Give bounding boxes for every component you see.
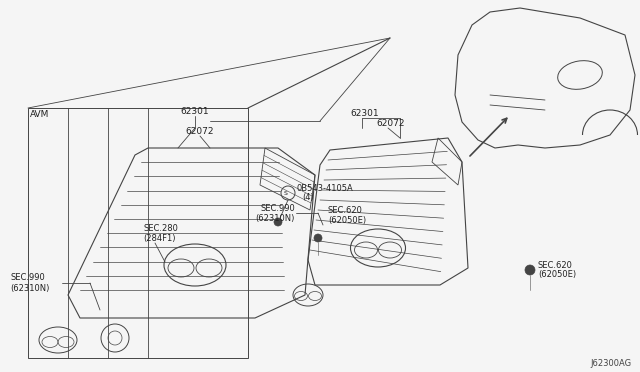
Circle shape [314,234,322,242]
Text: (62050E): (62050E) [538,270,576,279]
Text: (62050E): (62050E) [328,215,366,224]
Text: J62300AG: J62300AG [591,359,632,368]
Text: SEC.990: SEC.990 [10,273,45,282]
Text: 62301: 62301 [350,109,379,118]
Text: S: S [284,190,288,196]
Text: (62310N): (62310N) [255,214,295,222]
Text: SEC.990: SEC.990 [260,203,295,212]
Bar [28,108,248,358]
Text: SEC.620: SEC.620 [328,205,363,215]
Text: SEC.280: SEC.280 [143,224,178,232]
Text: 62072: 62072 [186,127,214,136]
Text: AVM: AVM [30,110,49,119]
Text: (4): (4) [302,192,314,202]
Text: 0B543-4105A: 0B543-4105A [297,183,354,192]
Text: 62072: 62072 [376,119,404,128]
Text: 62301: 62301 [180,107,209,116]
Text: (284F1): (284F1) [143,234,175,243]
Text: SEC.620: SEC.620 [538,260,573,269]
Circle shape [525,265,535,275]
Text: (62310N): (62310N) [10,283,49,292]
Circle shape [274,218,282,226]
